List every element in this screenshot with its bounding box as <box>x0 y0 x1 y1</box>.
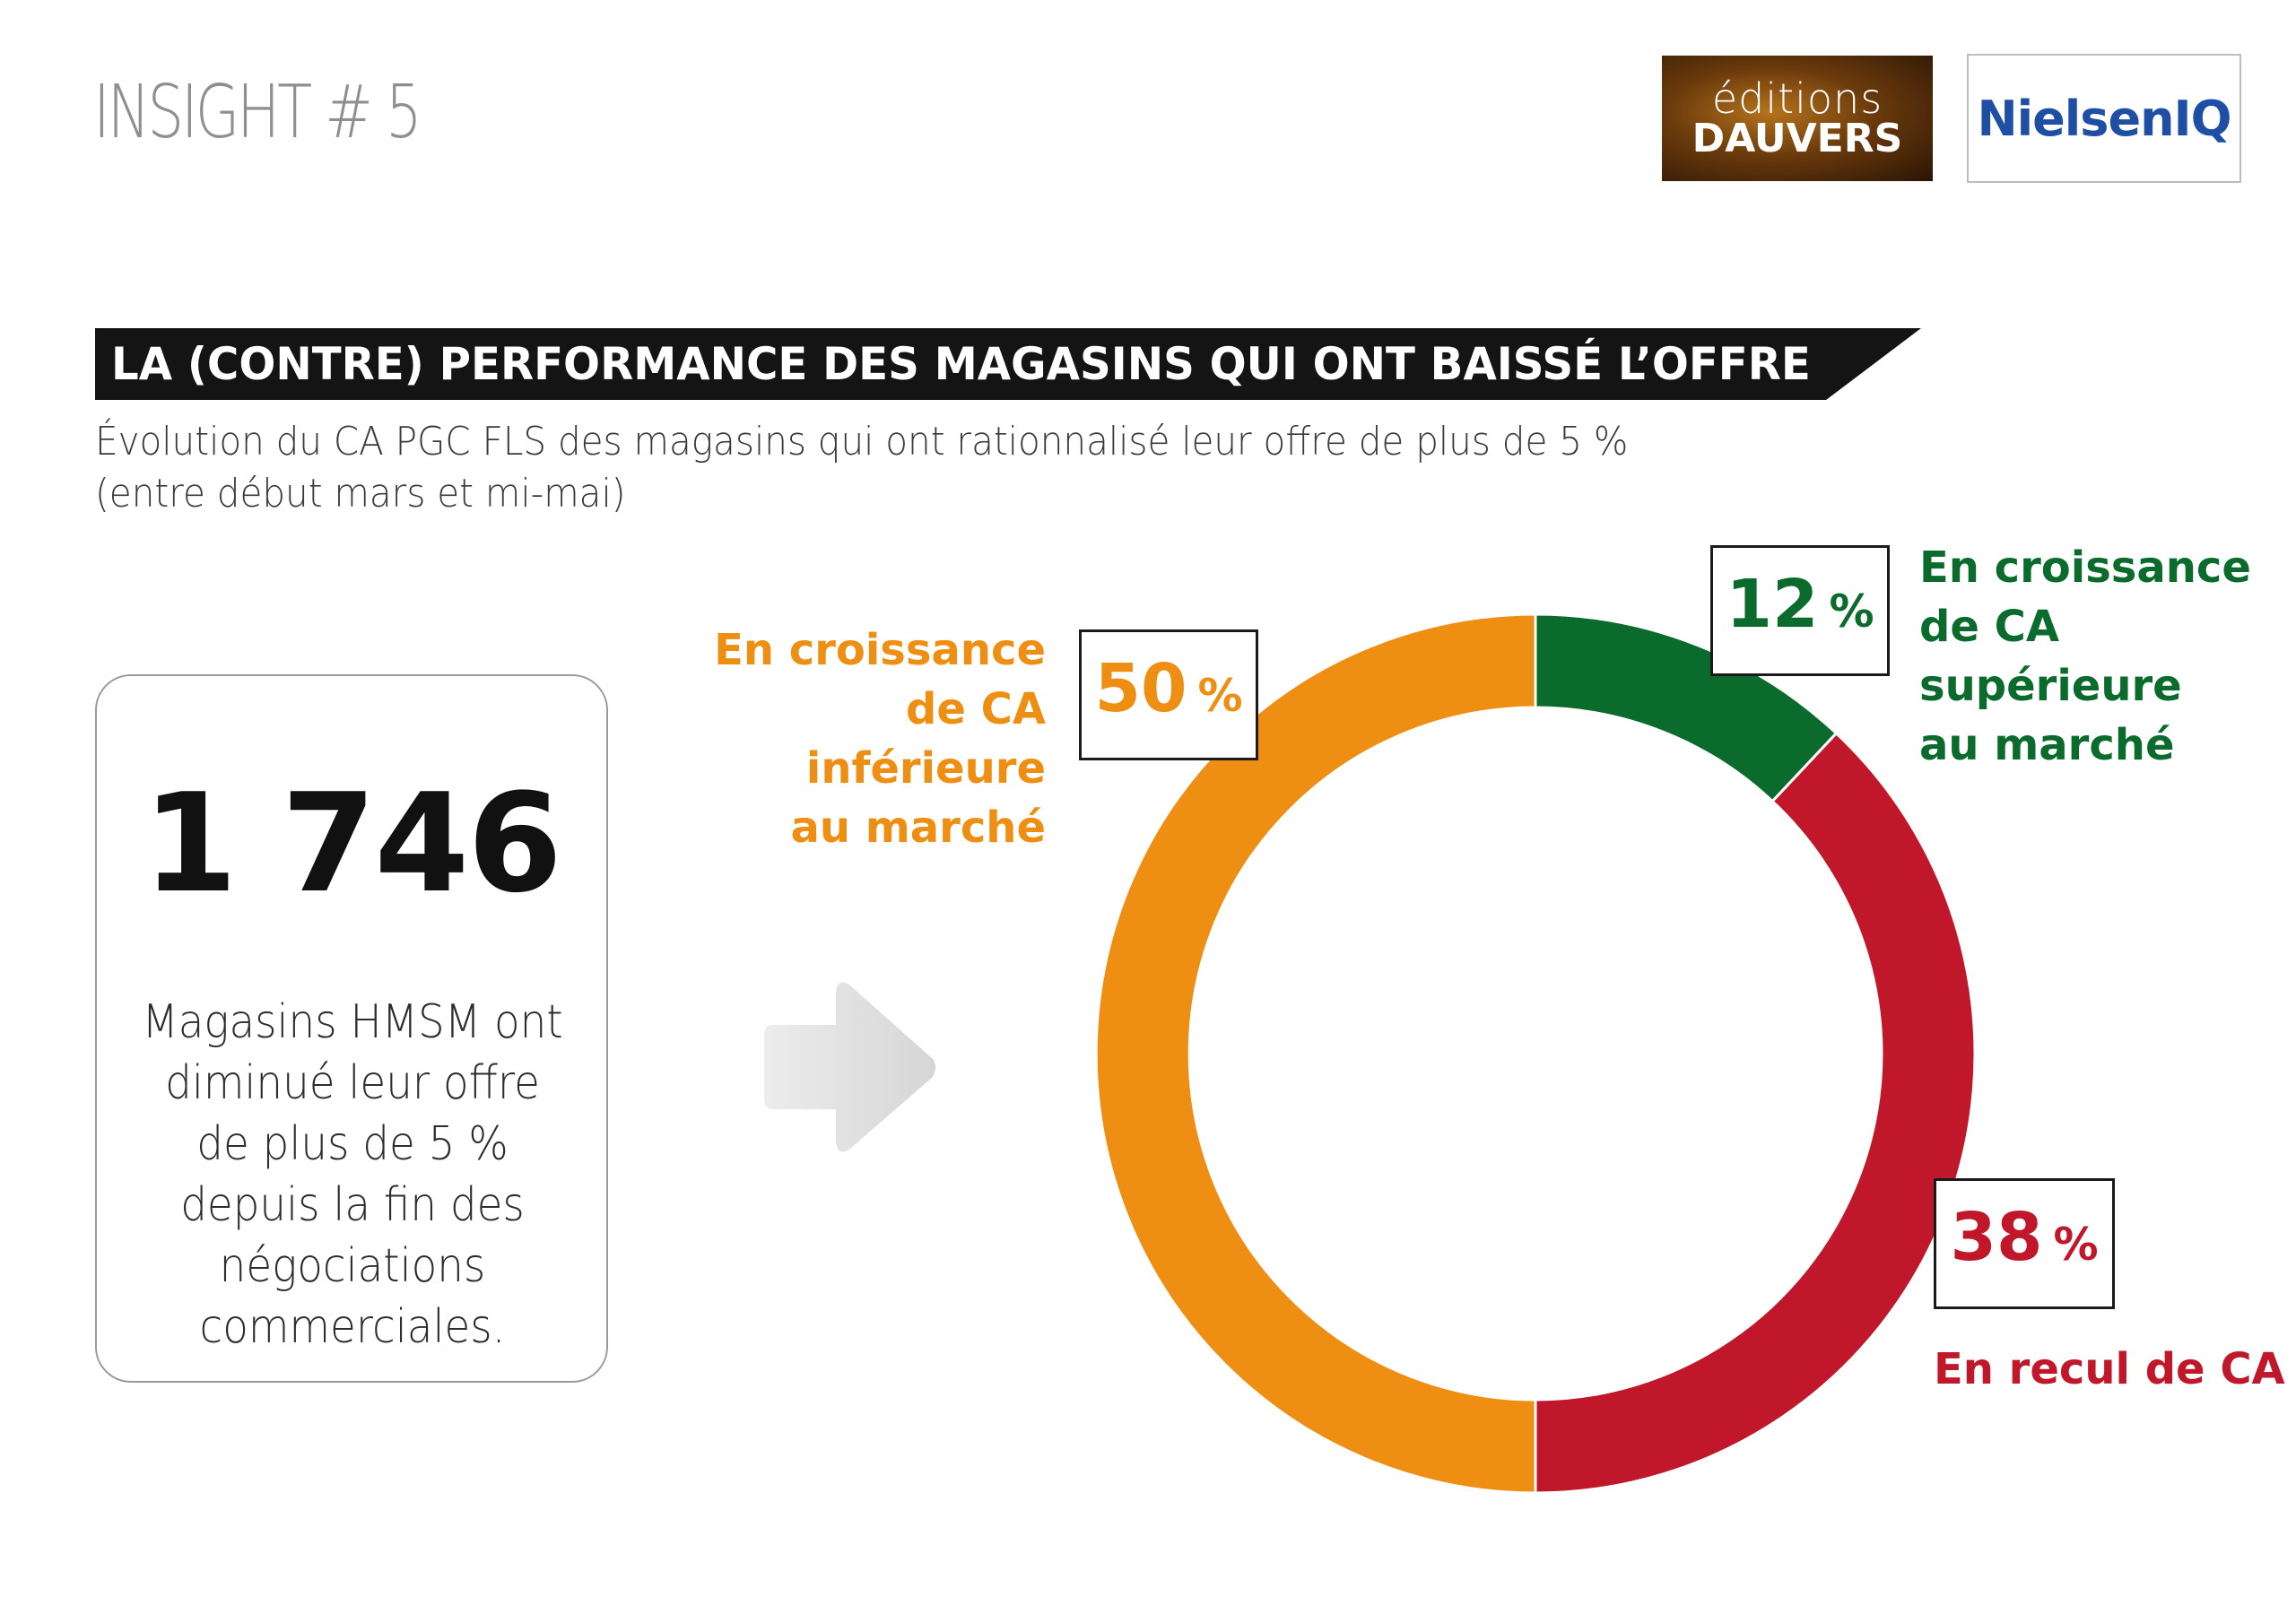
arrow-right-icon <box>764 982 935 1152</box>
percent-box-red: 38 % <box>1934 1178 2115 1309</box>
label-orange-line: inférieure <box>805 743 1046 794</box>
percent-box-green: 12 % <box>1710 545 1890 676</box>
label-orange-line: En croissance <box>714 625 1046 675</box>
label-green-line: de CA <box>1919 602 2059 652</box>
chart-subtitle: Évolution du CA PGC FLS des magasins qui… <box>95 416 1663 520</box>
stat-card: 1 746 Magasins HMSM ont diminué leur off… <box>95 674 608 1383</box>
value-label-red: 38 <box>1950 1199 2043 1276</box>
label-red-line: En recul de CA <box>1934 1344 2285 1394</box>
dauvers-logo: éditions DAUVERS <box>1662 56 1933 181</box>
label-green-line: au marché <box>1919 720 2175 770</box>
label-red: En recul de CA <box>1934 1340 2292 1399</box>
unit-label-green: % <box>1829 586 1874 638</box>
label-green: En croissance de CA supérieure au marché <box>1919 538 2287 775</box>
stat-description: Magasins HMSM ont diminué leur offre de … <box>142 995 563 1354</box>
banner-title: LA (CONTRE) PERFORMANCE DES MAGASINS QUI… <box>111 338 1811 390</box>
stat-number: 1 746 <box>143 764 562 923</box>
subtitle-line2: (entre début mars et mi-mai) <box>95 471 626 516</box>
donut-slice-orange <box>1094 612 1537 1495</box>
unit-label-red: % <box>2053 1219 2099 1271</box>
dauvers-logo-line2: DAUVERS <box>1692 116 1903 161</box>
label-orange: En croissance de CA inférieure au marché <box>682 621 1046 857</box>
label-orange-line: de CA <box>906 684 1046 734</box>
title-banner <box>95 328 1921 400</box>
insight-title: INSIGHT # 5 <box>93 70 422 155</box>
nielseniq-logo: NielsenIQ <box>1967 54 2241 183</box>
value-label-green: 12 <box>1726 566 1819 643</box>
subtitle-line1: Évolution du CA PGC FLS des magasins qui… <box>95 419 1629 464</box>
value-label-orange: 50 <box>1094 650 1187 727</box>
label-orange-line: au marché <box>790 803 1046 853</box>
percent-box-orange: 50 % <box>1079 629 1258 760</box>
unit-label-orange: % <box>1197 670 1243 722</box>
dauvers-logo-line1: éditions <box>1711 74 1883 123</box>
donut-slice-red <box>1534 731 1977 1495</box>
label-green-line: En croissance <box>1919 542 2251 593</box>
label-green-line: supérieure <box>1919 661 2182 711</box>
